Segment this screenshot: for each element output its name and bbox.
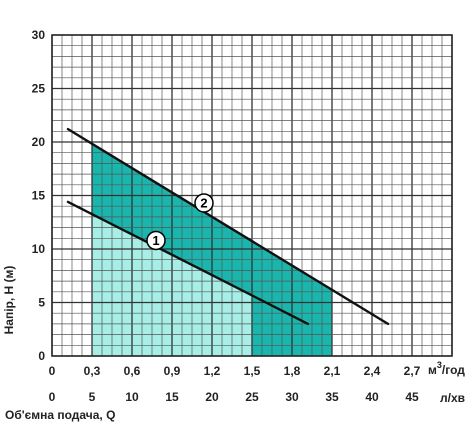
x-tick-label-m3h: 1,5 bbox=[244, 364, 261, 378]
y-tick-label: 10 bbox=[32, 242, 46, 256]
y-tick-label: 0 bbox=[38, 349, 45, 363]
y-tick-label: 5 bbox=[38, 296, 45, 310]
curve-marker-label-2: 2 bbox=[200, 195, 207, 210]
x-tick-label-lpm: 20 bbox=[205, 390, 219, 404]
x-tick-label-lpm: 30 bbox=[285, 390, 299, 404]
curve-marker-label-1: 1 bbox=[152, 233, 159, 248]
x-unit-lpm-label: л/хв bbox=[440, 391, 465, 405]
x-tick-label-lpm: 35 bbox=[325, 390, 339, 404]
x-tick-label-m3h: 2,1 bbox=[324, 364, 341, 378]
x-tick-label-m3h: 2,4 bbox=[364, 364, 381, 378]
x-tick-label-lpm: 45 bbox=[405, 390, 419, 404]
x-unit-m3h-label: м3/год bbox=[428, 360, 465, 377]
x-tick-label-m3h: 0,6 bbox=[124, 364, 141, 378]
x-tick-label-m3h: 0 bbox=[49, 364, 56, 378]
performance-curves bbox=[66, 127, 390, 326]
x-unit-m3h-rest: /год bbox=[442, 363, 465, 377]
curve-2 bbox=[66, 127, 390, 326]
x-tick-label-m3h: 1,8 bbox=[284, 364, 301, 378]
x-tick-label-lpm: 10 bbox=[125, 390, 139, 404]
y-tick-label: 15 bbox=[32, 189, 46, 203]
x-unit-m3h-sup: 3 bbox=[437, 360, 442, 370]
chart-grid bbox=[51, 34, 453, 357]
y-tick-label: 25 bbox=[32, 82, 46, 96]
x-tick-label-lpm: 5 bbox=[89, 390, 96, 404]
y-tick-label: 20 bbox=[32, 135, 46, 149]
x-tick-label-m3h: 2,7 bbox=[404, 364, 421, 378]
x-tick-label-lpm: 25 bbox=[245, 390, 259, 404]
plot-frame bbox=[51, 34, 453, 357]
y-axis-title: Напір, Н (м) bbox=[2, 266, 16, 335]
curve-marker-1 bbox=[146, 230, 166, 251]
y-tick-label: 30 bbox=[32, 28, 46, 42]
curve-1 bbox=[66, 200, 310, 326]
x-tick-label-lpm: 15 bbox=[165, 390, 179, 404]
x-tick-label-lpm: 0 bbox=[49, 390, 56, 404]
x-tick-label-m3h: 1,2 bbox=[204, 364, 221, 378]
curve-marker-2 bbox=[194, 193, 214, 213]
x-tick-label-lpm: 40 bbox=[365, 390, 379, 404]
x-axis-title: Об'ємна подача, Q bbox=[5, 408, 115, 422]
x-unit-m3h-base: м bbox=[428, 363, 437, 377]
x-tick-label-m3h: 0,3 bbox=[84, 364, 101, 378]
x-tick-label-m3h: 0,9 bbox=[164, 364, 181, 378]
curve-markers: 12 bbox=[146, 193, 214, 251]
